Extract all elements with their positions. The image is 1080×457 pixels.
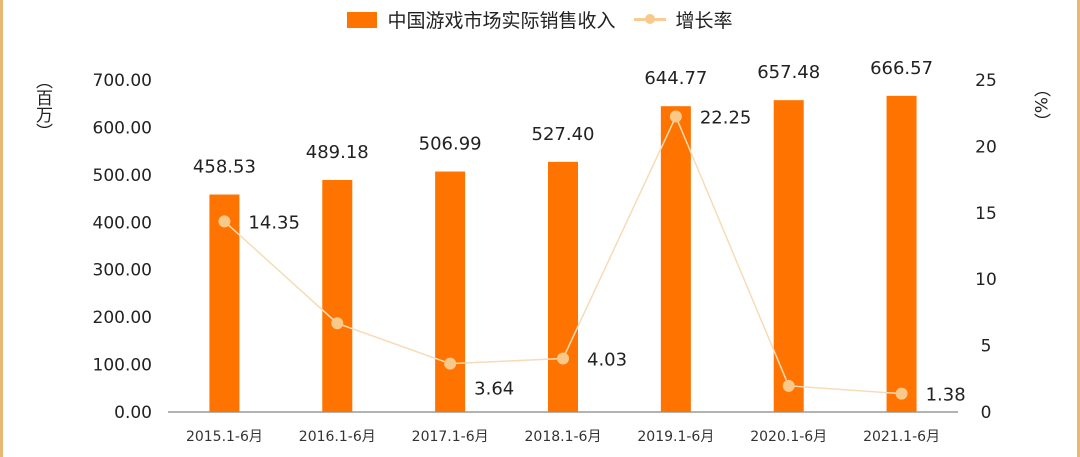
legend-item-growth: 增长率	[633, 6, 733, 33]
bar	[886, 95, 917, 412]
left-tick-label: 300.00	[93, 261, 152, 281]
legend-label: 中国游戏市场实际销售收入	[387, 10, 616, 32]
legend-item-revenue: 中国游戏市场实际销售收入	[347, 6, 616, 33]
growth-value-label: 14.35	[248, 212, 300, 233]
right-tick-label: 15	[975, 204, 997, 224]
x-tick-label: 2020.1-6月	[750, 429, 827, 445]
left-tick-label: 200.00	[93, 308, 152, 328]
bar-value-label: 506.99	[419, 134, 482, 155]
left-tick-label: 700.00	[93, 71, 152, 91]
x-tick-label: 2016.1-6月	[299, 429, 376, 445]
legend: 中国游戏市场实际销售收入 增长率	[0, 6, 1080, 33]
x-tick-label: 2021.1-6月	[863, 429, 940, 445]
left-tick-label: 100.00	[93, 356, 152, 376]
right-tick-label: 10	[975, 270, 997, 290]
right-tick-label: 5	[981, 337, 992, 357]
legend-swatch-bar	[347, 11, 378, 28]
right-tick-label: 20	[975, 137, 997, 157]
growth-point	[895, 387, 908, 400]
legend-label: 增长率	[675, 10, 733, 32]
growth-point	[669, 110, 682, 123]
bar	[773, 100, 804, 412]
bar-value-label: 657.48	[757, 62, 820, 83]
bar	[660, 106, 691, 413]
frame-border-right	[1077, 0, 1080, 457]
right-tick-label: 0	[981, 403, 992, 423]
x-tick-label: 2015.1-6月	[186, 429, 263, 445]
growth-point	[557, 352, 569, 365]
growth-point	[331, 317, 344, 330]
left-tick-label: 0.00	[114, 403, 152, 423]
right-axis-label: （%）	[1030, 80, 1050, 131]
growth-point	[444, 357, 457, 370]
x-tick-label: 2019.1-6月	[637, 429, 714, 445]
growth-value-label: 1.38	[926, 385, 966, 406]
bar-value-label: 666.57	[870, 58, 933, 79]
bar-value-label: 644.77	[644, 68, 707, 89]
legend-swatch-line	[633, 14, 666, 24]
bar	[435, 171, 466, 412]
x-tick-label: 2017.1-6月	[412, 429, 489, 445]
bar-value-label: 458.53	[193, 157, 256, 178]
bar-value-label: 527.40	[532, 124, 595, 145]
growth-value-label: 4.03	[587, 349, 627, 370]
frame-border-left	[0, 0, 3, 457]
right-tick-label: 25	[975, 71, 997, 91]
growth-point	[218, 215, 231, 228]
growth-value-label: 3.64	[474, 379, 514, 400]
bar	[322, 179, 353, 412]
bar	[548, 161, 578, 412]
bar-value-label: 489.18	[306, 142, 369, 163]
left-axis-label: （百万）	[32, 72, 52, 140]
x-tick-label: 2018.1-6月	[525, 429, 602, 445]
left-tick-label: 500.00	[93, 166, 152, 186]
growth-value-label: 22.25	[700, 108, 752, 129]
left-tick-label: 600.00	[93, 118, 152, 138]
left-tick-label: 400.00	[93, 213, 152, 233]
growth-point	[782, 379, 795, 392]
